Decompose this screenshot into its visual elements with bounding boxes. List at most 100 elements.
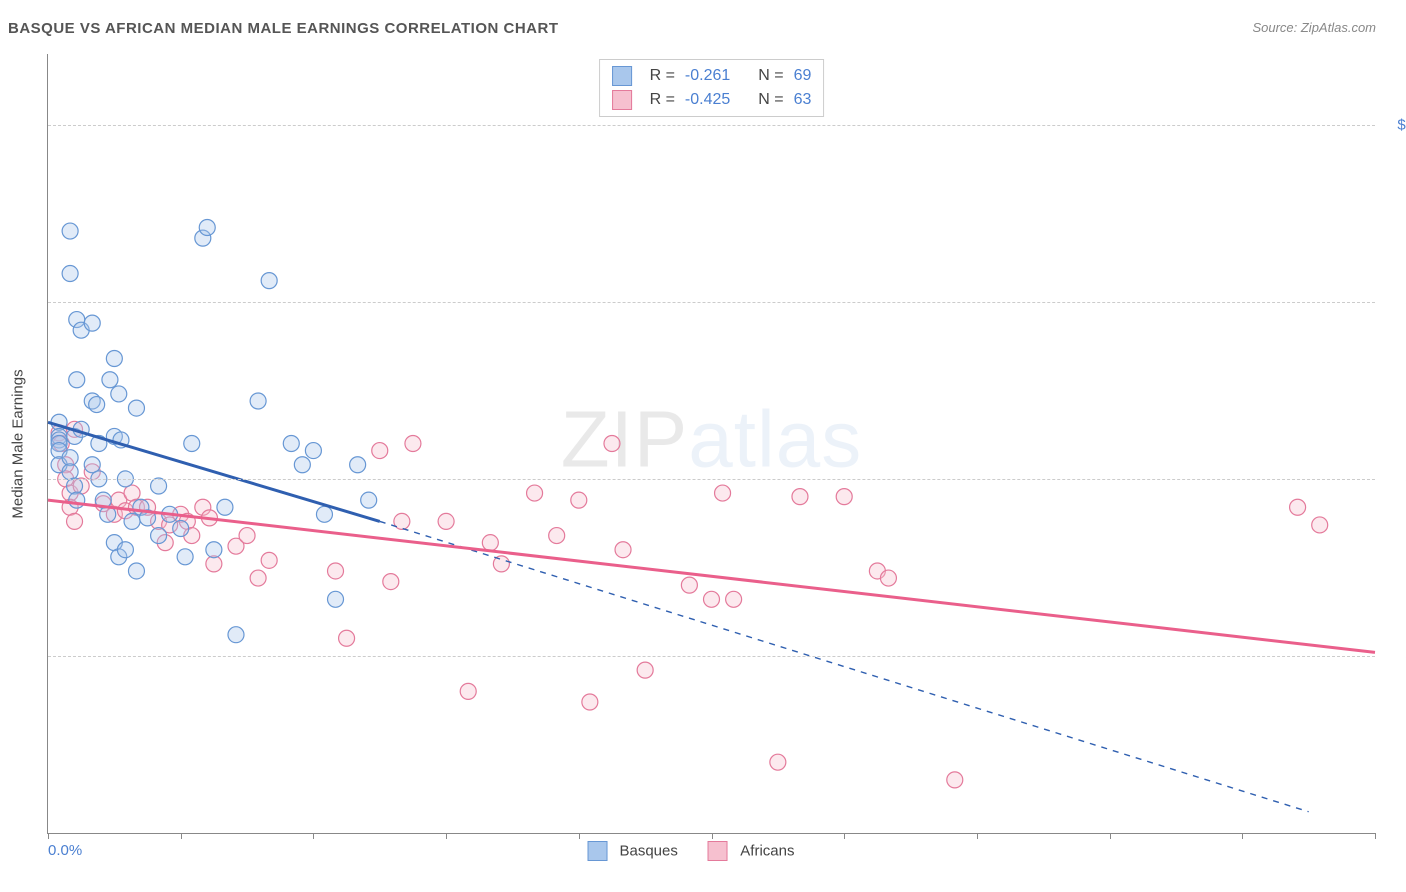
x-tick-mark bbox=[1242, 833, 1243, 839]
scatter-point-basques bbox=[67, 478, 83, 494]
y-tick-label: $75,000 bbox=[1380, 293, 1406, 310]
scatter-point-africans bbox=[1290, 499, 1306, 515]
x-tick-mark bbox=[1110, 833, 1111, 839]
gridline bbox=[48, 656, 1375, 657]
legend-item-africans: Africans bbox=[708, 841, 795, 861]
scatter-point-basques bbox=[102, 372, 118, 388]
y-axis-title: Median Male Earnings bbox=[10, 369, 27, 518]
scatter-point-africans bbox=[1312, 517, 1328, 533]
gridline bbox=[48, 479, 1375, 480]
scatter-point-africans bbox=[571, 492, 587, 508]
swatch-africans bbox=[708, 841, 728, 861]
legend-label-basques: Basques bbox=[619, 843, 677, 860]
scatter-point-basques bbox=[84, 457, 100, 473]
legend-item-basques: Basques bbox=[587, 841, 678, 861]
scatter-point-basques bbox=[62, 464, 78, 480]
bottom-legend: Basques Africans bbox=[587, 841, 794, 861]
scatter-point-africans bbox=[438, 513, 454, 529]
scatter-point-basques bbox=[84, 315, 100, 331]
scatter-point-africans bbox=[460, 683, 476, 699]
scatter-point-basques bbox=[151, 478, 167, 494]
x-tick-mark bbox=[844, 833, 845, 839]
x-tick-mark bbox=[48, 833, 49, 839]
trendline-africans bbox=[48, 500, 1375, 652]
scatter-point-basques bbox=[316, 506, 332, 522]
gridline bbox=[48, 125, 1375, 126]
scatter-point-africans bbox=[704, 591, 720, 607]
scatter-point-africans bbox=[549, 528, 565, 544]
scatter-point-basques bbox=[128, 563, 144, 579]
scatter-point-africans bbox=[726, 591, 742, 607]
scatter-point-africans bbox=[250, 570, 266, 586]
trendline-dash-basques bbox=[380, 521, 1309, 811]
scatter-point-africans bbox=[124, 485, 140, 501]
plot-area: ZIPatlas Median Male Earnings 0.0% 60.0%… bbox=[47, 54, 1375, 834]
x-tick-mark bbox=[712, 833, 713, 839]
scatter-point-basques bbox=[128, 400, 144, 416]
scatter-point-africans bbox=[527, 485, 543, 501]
scatter-point-africans bbox=[681, 577, 697, 593]
scatter-point-basques bbox=[261, 273, 277, 289]
swatch-basques bbox=[587, 841, 607, 861]
scatter-point-africans bbox=[67, 513, 83, 529]
y-tick-label: $100,000 bbox=[1380, 116, 1406, 133]
scatter-point-basques bbox=[305, 443, 321, 459]
y-tick-label: $50,000 bbox=[1380, 470, 1406, 487]
scatter-point-basques bbox=[111, 386, 127, 402]
scatter-point-basques bbox=[350, 457, 366, 473]
scatter-point-africans bbox=[770, 754, 786, 770]
scatter-point-africans bbox=[880, 570, 896, 586]
scatter-point-basques bbox=[228, 627, 244, 643]
scatter-point-basques bbox=[117, 542, 133, 558]
x-tick-mark bbox=[579, 833, 580, 839]
scatter-point-africans bbox=[339, 630, 355, 646]
scatter-point-africans bbox=[372, 443, 388, 459]
scatter-point-basques bbox=[151, 528, 167, 544]
scatter-point-basques bbox=[69, 372, 85, 388]
scatter-svg bbox=[48, 54, 1375, 833]
chart-title: BASQUE VS AFRICAN MEDIAN MALE EARNINGS C… bbox=[8, 20, 559, 37]
x-tick-mark bbox=[313, 833, 314, 839]
scatter-point-africans bbox=[637, 662, 653, 678]
legend-label-africans: Africans bbox=[740, 843, 794, 860]
scatter-point-basques bbox=[184, 436, 200, 452]
scatter-point-africans bbox=[615, 542, 631, 558]
scatter-point-basques bbox=[217, 499, 233, 515]
scatter-point-africans bbox=[482, 535, 498, 551]
scatter-point-basques bbox=[124, 513, 140, 529]
scatter-point-basques bbox=[294, 457, 310, 473]
x-tick-mark bbox=[977, 833, 978, 839]
scatter-point-africans bbox=[582, 694, 598, 710]
scatter-point-africans bbox=[383, 574, 399, 590]
scatter-point-africans bbox=[328, 563, 344, 579]
scatter-point-basques bbox=[69, 492, 85, 508]
source-attribution: Source: ZipAtlas.com bbox=[1252, 20, 1376, 35]
scatter-point-africans bbox=[239, 528, 255, 544]
chart-container: BASQUE VS AFRICAN MEDIAN MALE EARNINGS C… bbox=[0, 0, 1406, 892]
scatter-point-basques bbox=[328, 591, 344, 607]
x-tick-mark bbox=[181, 833, 182, 839]
y-tick-label: $25,000 bbox=[1380, 647, 1406, 664]
scatter-point-africans bbox=[261, 552, 277, 568]
scatter-point-basques bbox=[173, 520, 189, 536]
scatter-point-africans bbox=[604, 436, 620, 452]
scatter-point-africans bbox=[947, 772, 963, 788]
scatter-point-basques bbox=[89, 397, 105, 413]
gridline bbox=[48, 302, 1375, 303]
scatter-point-basques bbox=[199, 220, 215, 236]
scatter-point-basques bbox=[361, 492, 377, 508]
scatter-point-basques bbox=[206, 542, 222, 558]
scatter-point-basques bbox=[250, 393, 266, 409]
scatter-point-basques bbox=[62, 223, 78, 239]
scatter-point-africans bbox=[405, 436, 421, 452]
scatter-point-africans bbox=[715, 485, 731, 501]
scatter-point-basques bbox=[283, 436, 299, 452]
scatter-point-africans bbox=[792, 489, 808, 505]
scatter-point-basques bbox=[62, 266, 78, 282]
scatter-point-basques bbox=[177, 549, 193, 565]
x-tick-mark bbox=[1375, 833, 1376, 839]
x-axis-min-label: 0.0% bbox=[48, 842, 82, 859]
scatter-point-basques bbox=[106, 351, 122, 367]
scatter-point-africans bbox=[836, 489, 852, 505]
x-tick-mark bbox=[446, 833, 447, 839]
